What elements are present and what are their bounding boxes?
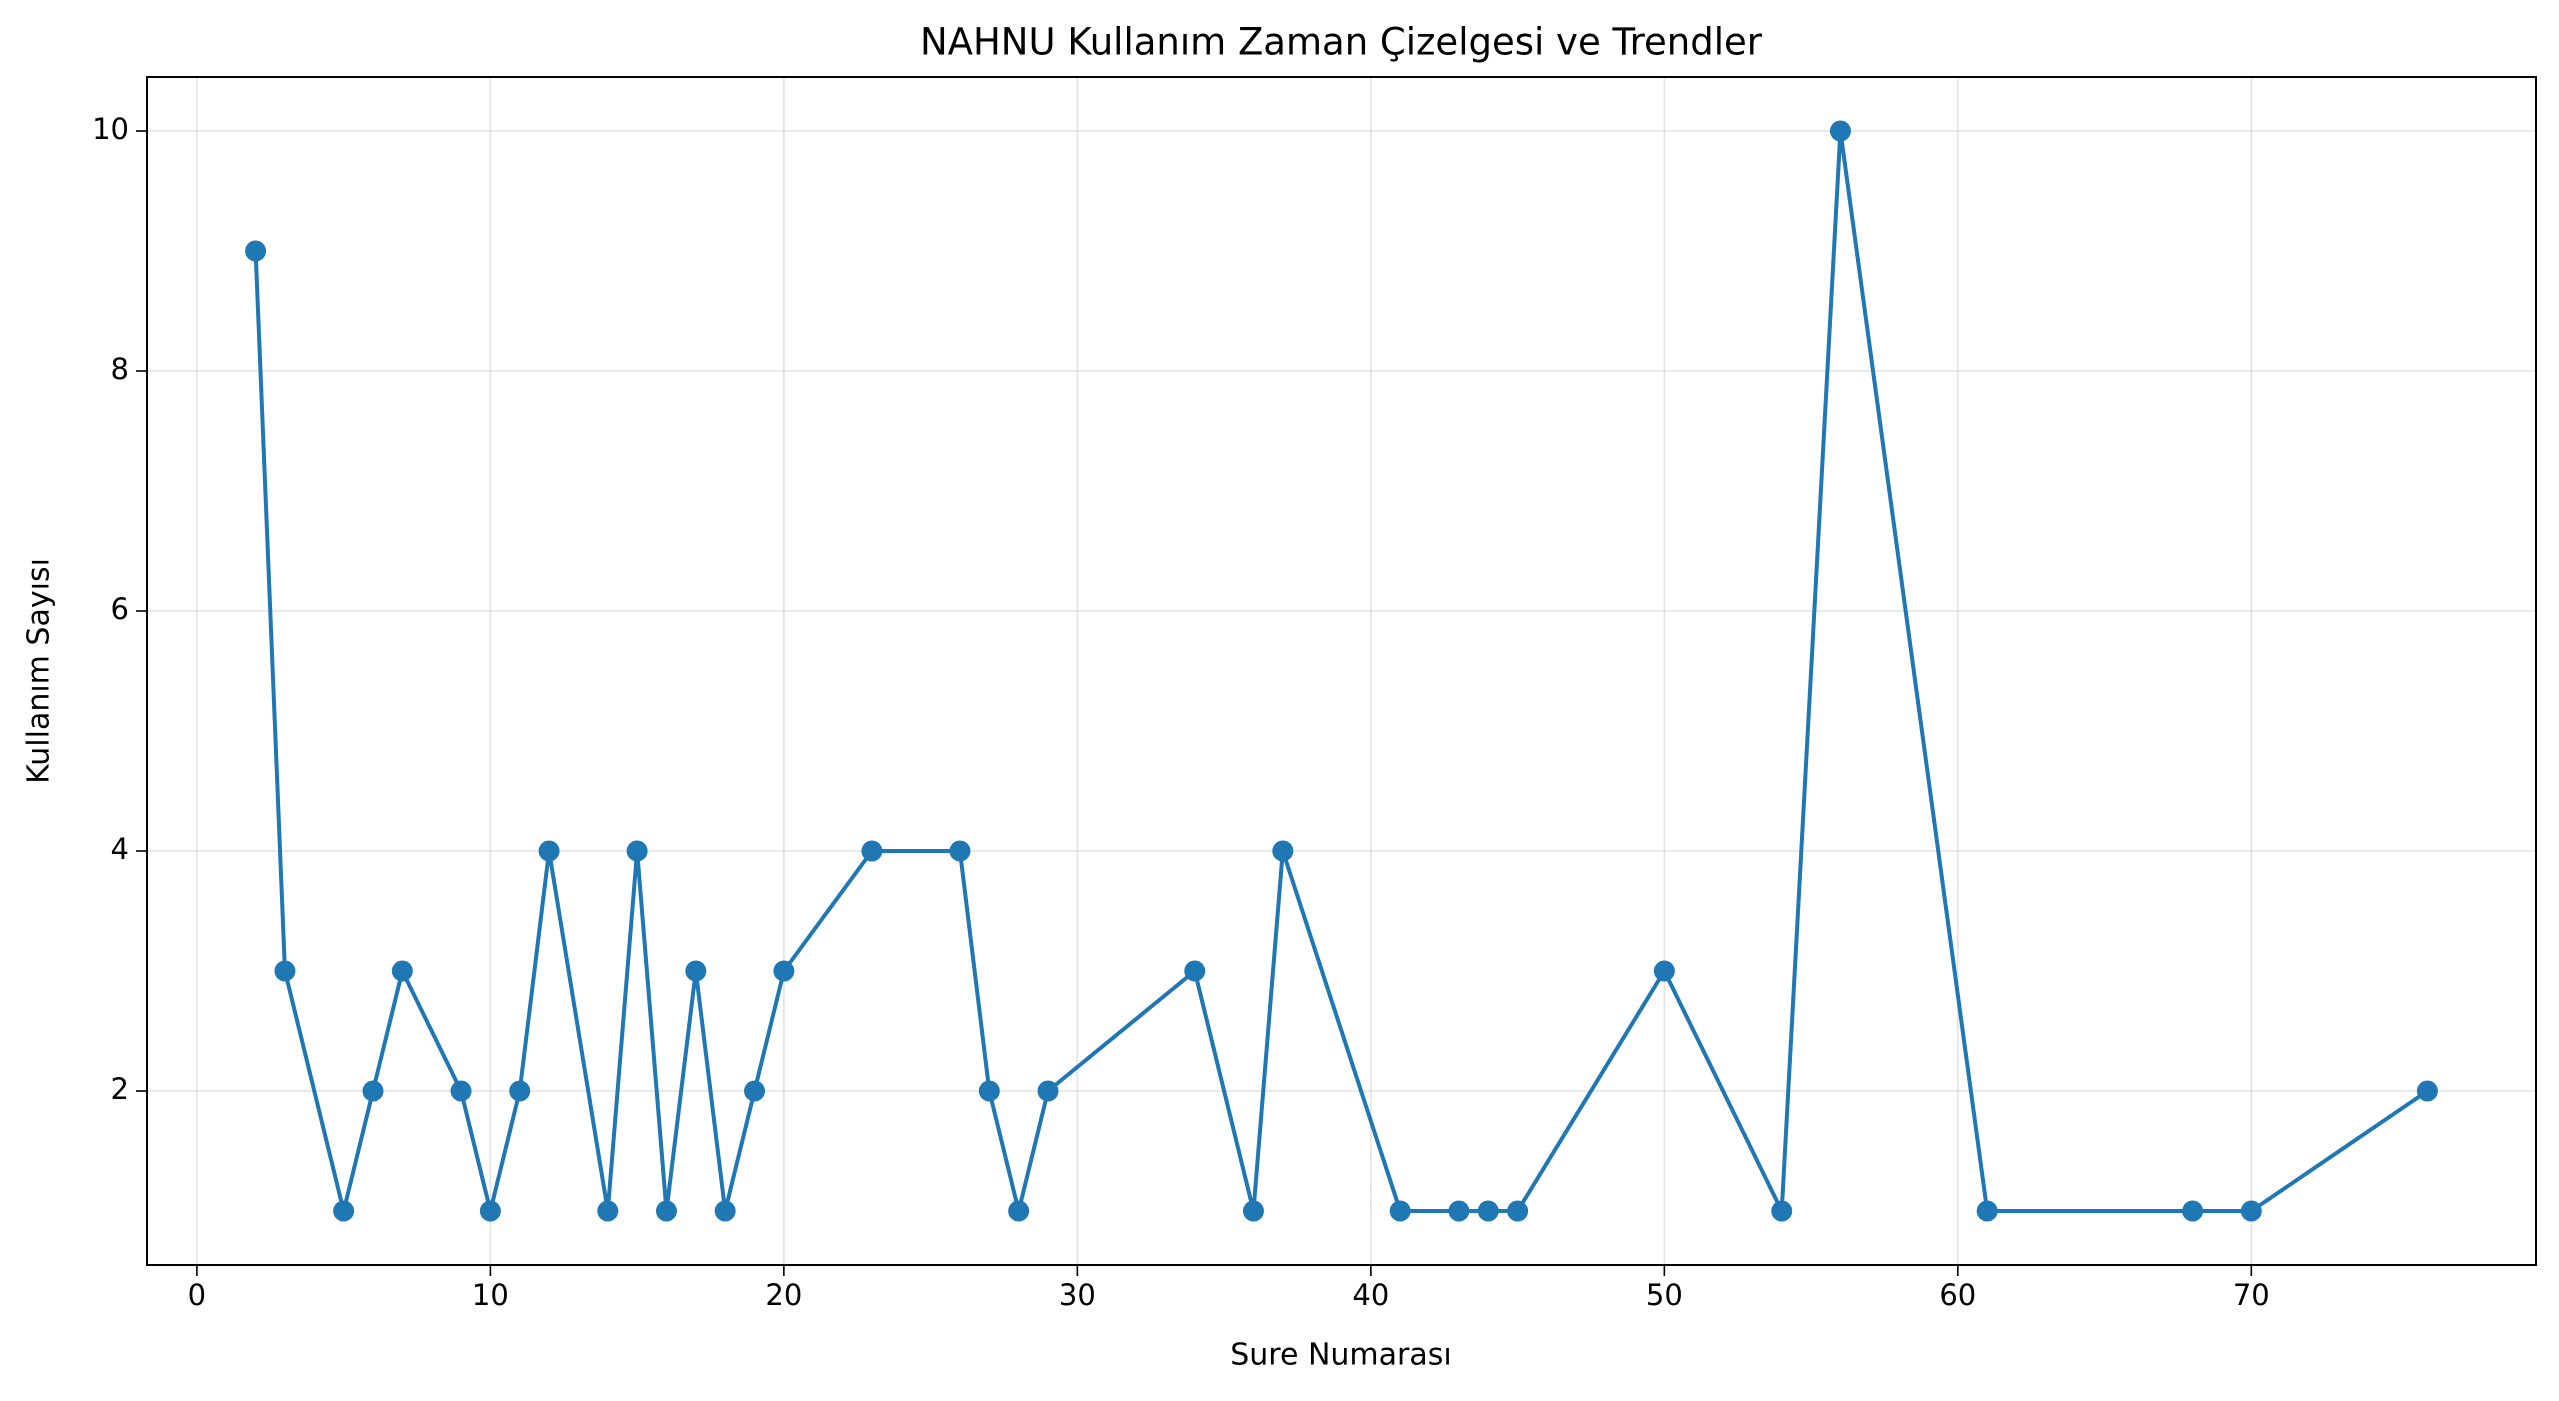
x-tick-label: 70 — [2233, 1278, 2270, 1312]
y-tick-label: 2 — [111, 1072, 129, 1106]
data-point — [655, 1200, 677, 1222]
y-tick-label: 4 — [111, 832, 129, 866]
x-tick-label: 50 — [1646, 1278, 1683, 1312]
grid — [136, 77, 2536, 1276]
data-point — [333, 1200, 355, 1222]
data-point — [1829, 120, 1851, 142]
x-tick-label: 60 — [1939, 1278, 1976, 1312]
data-point — [1389, 1200, 1411, 1222]
data-point — [2182, 1200, 2204, 1222]
data-point — [1037, 1080, 1059, 1102]
data-point — [597, 1200, 619, 1222]
chart-title: NAHNU Kullanım Zaman Çizelgesi ve Trendl… — [920, 21, 1763, 64]
data-point — [949, 840, 971, 862]
axes-frame — [146, 76, 2537, 1266]
data-point — [685, 960, 707, 982]
data-point — [391, 960, 413, 982]
y-tick-label: 10 — [92, 112, 129, 146]
data-point — [509, 1080, 531, 1102]
data-point — [1507, 1200, 1529, 1222]
plot-area — [245, 120, 2438, 1222]
data-point — [626, 840, 648, 862]
data-point — [978, 1080, 1000, 1102]
x-tick-label: 0 — [188, 1278, 206, 1312]
data-point — [1184, 960, 1206, 982]
data-point — [479, 1200, 501, 1222]
data-point — [1008, 1200, 1030, 1222]
y-tick-label: 6 — [111, 592, 129, 626]
data-point — [362, 1080, 384, 1102]
data-point — [2416, 1080, 2438, 1102]
data-point — [1477, 1200, 1499, 1222]
x-tick-label: 30 — [1059, 1278, 1096, 1312]
x-tick-label: 20 — [765, 1278, 802, 1312]
data-point — [861, 840, 883, 862]
data-point — [2240, 1200, 2262, 1222]
x-tick-label: 10 — [472, 1278, 509, 1312]
data-point — [1976, 1200, 1998, 1222]
data-point — [450, 1080, 472, 1102]
data-point — [1653, 960, 1675, 982]
data-point — [714, 1200, 736, 1222]
data-point — [773, 960, 795, 982]
data-point — [1272, 840, 1294, 862]
x-axis-label: Sure Numarası — [1230, 1338, 1451, 1373]
data-point — [538, 840, 560, 862]
data-point — [1448, 1200, 1470, 1222]
data-point — [1771, 1200, 1793, 1222]
x-tick-label: 40 — [1352, 1278, 1389, 1312]
data-point — [1242, 1200, 1264, 1222]
y-tick-label: 8 — [111, 352, 129, 386]
data-point — [245, 240, 267, 262]
y-axis-label: Kullanım Sayısı — [22, 558, 57, 784]
series-line — [253, 129, 2429, 1213]
data-point — [274, 960, 296, 982]
data-point — [744, 1080, 766, 1102]
